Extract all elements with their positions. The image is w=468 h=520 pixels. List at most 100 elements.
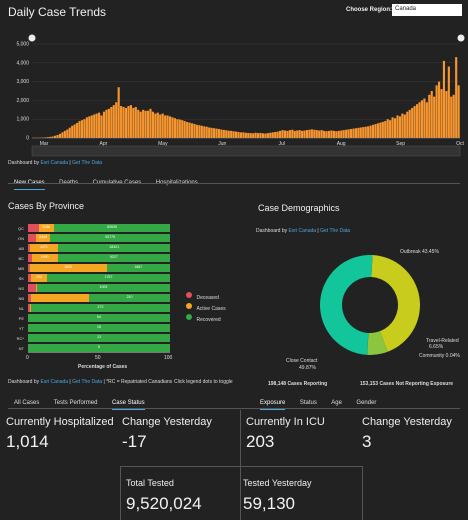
bar-segment-recovered[interactable]: 1687 [106, 264, 170, 272]
tab-deaths[interactable]: Deaths [59, 180, 78, 189]
trend-bar [90, 115, 93, 138]
footer-esri-link[interactable]: Esri Canada [40, 379, 69, 385]
tab-case-status[interactable]: Case Status [111, 400, 145, 410]
trend-bar [401, 113, 404, 138]
trend-bar [205, 126, 208, 138]
bar-segment-recovered[interactable]: 15 [28, 324, 170, 332]
trend-bar [239, 132, 243, 138]
donut-slice-community[interactable] [367, 332, 369, 355]
demographics-credit: Dashboard by Esri Canada | Get The Data [256, 228, 351, 234]
trend-bar [384, 121, 387, 138]
bar-segment-active-cases[interactable]: 252 [30, 274, 48, 282]
range-slider-right-handle[interactable] [457, 34, 465, 42]
tab-cumulative-cases[interactable]: Cumulative Cases [93, 180, 142, 189]
trend-bar [403, 114, 406, 138]
bar-segment-active-cases[interactable] [35, 284, 37, 292]
x-axis-line [28, 352, 170, 353]
bar-segment-active-cases[interactable]: 4471 [29, 244, 59, 252]
legend-dot-recovered[interactable] [186, 313, 192, 320]
tab-new-cases[interactable]: New Cases [14, 180, 45, 190]
bar-segment-recovered[interactable]: 53775 [50, 234, 170, 242]
tab-exposure[interactable]: Exposure [260, 400, 286, 410]
trend-bar [225, 130, 228, 138]
bar-segment-recovered[interactable]: 5 [28, 344, 170, 352]
trend-bar [139, 111, 142, 138]
bar-segment-deceased[interactable] [28, 234, 37, 242]
bar-segment-active-cases[interactable]: 1600 [29, 264, 107, 272]
tab-gender[interactable]: Gender [356, 400, 377, 406]
tab-age[interactable]: Age [331, 400, 342, 406]
bar-segment-deceased[interactable] [28, 224, 39, 232]
bar-segment-recovered[interactable]: 64 [28, 314, 170, 322]
bar-segment-active-cases[interactable]: 1990 [31, 254, 58, 262]
donut-slice-travel-related[interactable] [367, 331, 388, 355]
trend-bar [452, 94, 455, 138]
bar-segment-recovered[interactable]: 18421 [58, 244, 170, 252]
tab-all-cases[interactable]: All Cases [14, 400, 40, 406]
range-slider-left-handle[interactable] [28, 34, 36, 42]
bar-segment-deceased[interactable] [28, 254, 32, 262]
footer-data-link[interactable]: Get The Data [72, 379, 103, 385]
icu-change-label: Change Yesterday [362, 416, 452, 428]
bar-segment-active-cases[interactable]: 9286 [38, 224, 54, 232]
get-data-link[interactable]: Get The Data [72, 160, 103, 166]
bar-segment-deceased[interactable] [28, 274, 31, 282]
legend-active: Active Cases [196, 306, 226, 312]
bar-segment-recovered[interactable]: 13 [28, 334, 170, 342]
trend-bar [198, 125, 201, 138]
trend-bar [61, 132, 64, 138]
trend-bar [420, 100, 424, 138]
bar-segment-active-cases[interactable] [29, 304, 31, 312]
trend-bar [428, 94, 431, 138]
tab-hospitalizations[interactable]: Hospitalizations [156, 180, 198, 189]
demo-data-link[interactable]: Get The Data [320, 228, 351, 234]
trend-bar [320, 130, 323, 138]
trend-bar [391, 117, 394, 138]
bar-segment-recovered[interactable]: 1005 [36, 284, 170, 292]
trend-bar [58, 133, 62, 138]
bar-segment-deceased[interactable] [28, 304, 30, 312]
bar-segment-recovered[interactable]: 69539 [53, 224, 170, 232]
bar-segment-deceased[interactable] [28, 264, 30, 272]
donut-slice-close-contact[interactable] [320, 255, 373, 355]
range-slider-track[interactable] [31, 145, 461, 157]
bar-data-label: 64 [97, 315, 101, 319]
province-bar: 15 [28, 324, 170, 332]
region-select[interactable]: Canada [392, 4, 462, 16]
trend-bar [349, 128, 353, 138]
label-outbreak: Outbreak 43.45% [400, 249, 439, 255]
tab-tests-performed[interactable]: Tests Performed [53, 400, 98, 406]
demo-credit-prefix: Dashboard by [256, 228, 288, 234]
bar-segment-recovered[interactable]: 9327 [57, 254, 170, 262]
bar-segment-active-cases[interactable] [30, 294, 90, 302]
bar-segment-recovered[interactable]: 1767 [47, 274, 170, 282]
donut-slice-outbreak[interactable] [371, 255, 420, 352]
trend-bar [457, 85, 460, 138]
icu-value: 203 [246, 432, 275, 451]
bar-segment-recovered[interactable]: 272 [30, 304, 170, 312]
trend-bar [93, 114, 96, 138]
legend-dot-deceased[interactable] [186, 291, 192, 298]
hosp-change-value: -17 [122, 432, 147, 451]
bar-segment-deceased[interactable] [28, 284, 36, 292]
province-bar: 13 [28, 334, 170, 342]
esri-link[interactable]: Esri Canada [40, 160, 69, 166]
trend-bar [291, 129, 294, 138]
bar-segment-recovered[interactable]: 210 [89, 294, 170, 302]
y-tick-label: 5,000 [16, 42, 29, 48]
bar-segment-active-cases[interactable]: 6408 [36, 234, 51, 242]
trend-bar [310, 129, 313, 138]
trend-bar [455, 57, 458, 138]
bar-data-label: 272 [97, 305, 104, 309]
trend-bar [134, 106, 137, 138]
trend-bar [73, 124, 76, 138]
bar-segment-deceased[interactable] [28, 294, 31, 302]
bar-data-label: 1600 [64, 265, 73, 269]
legend-dot-active[interactable] [186, 302, 192, 309]
tab-status[interactable]: Status [299, 400, 317, 406]
demo-esri-link[interactable]: Esri Canada [288, 228, 317, 234]
trend-bar [330, 130, 333, 138]
bar-segment-deceased[interactable] [28, 244, 30, 252]
trend-bar [51, 136, 54, 138]
trend-bar [296, 130, 299, 138]
